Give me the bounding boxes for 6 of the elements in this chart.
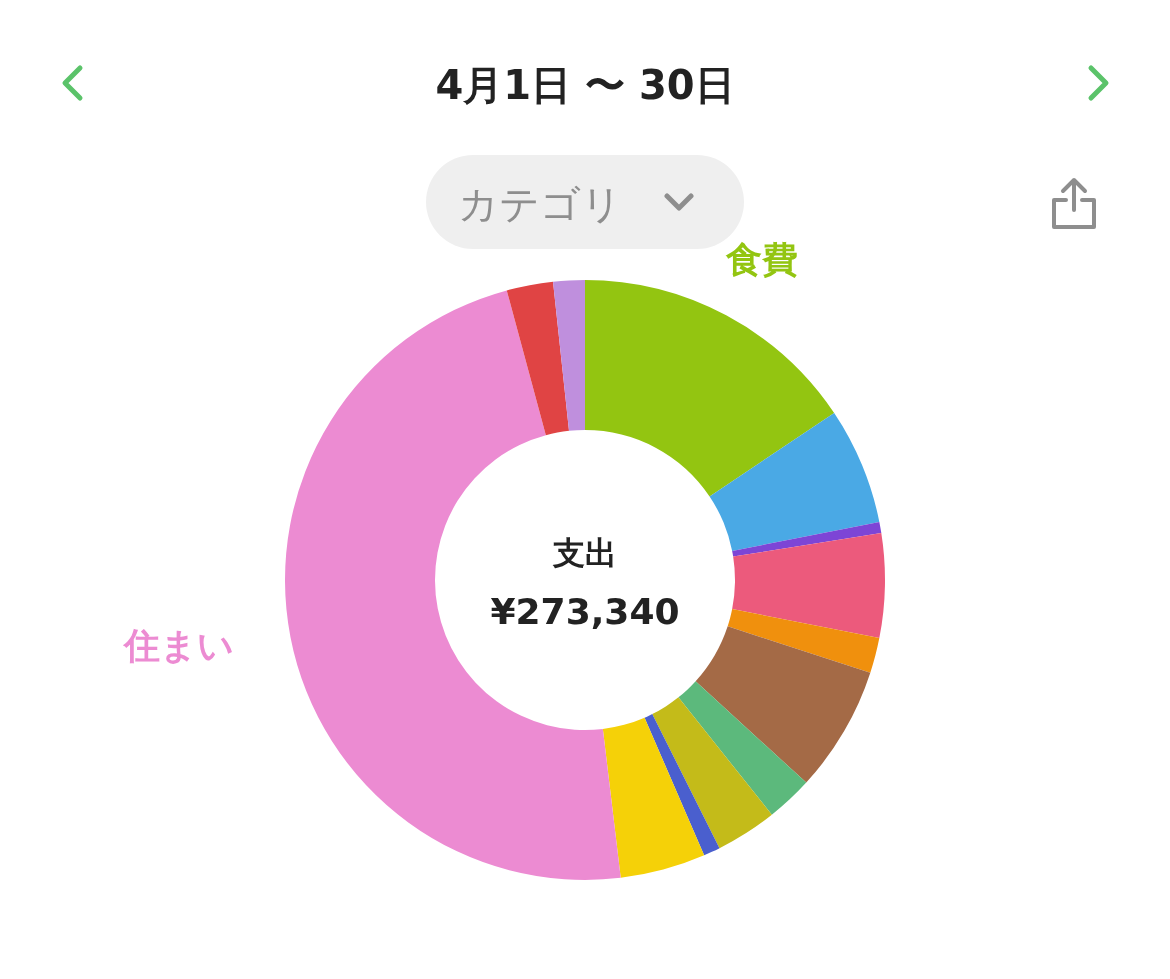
- chart-title: 4月1日 〜 30日: [434, 61, 736, 110]
- slice-label: 住まい: [121, 624, 234, 666]
- text: ¥273,340: [490, 591, 680, 633]
- text: カテゴリ: [458, 180, 622, 229]
- text: 支出: [552, 534, 617, 573]
- slice-label: 食費: [725, 238, 799, 280]
